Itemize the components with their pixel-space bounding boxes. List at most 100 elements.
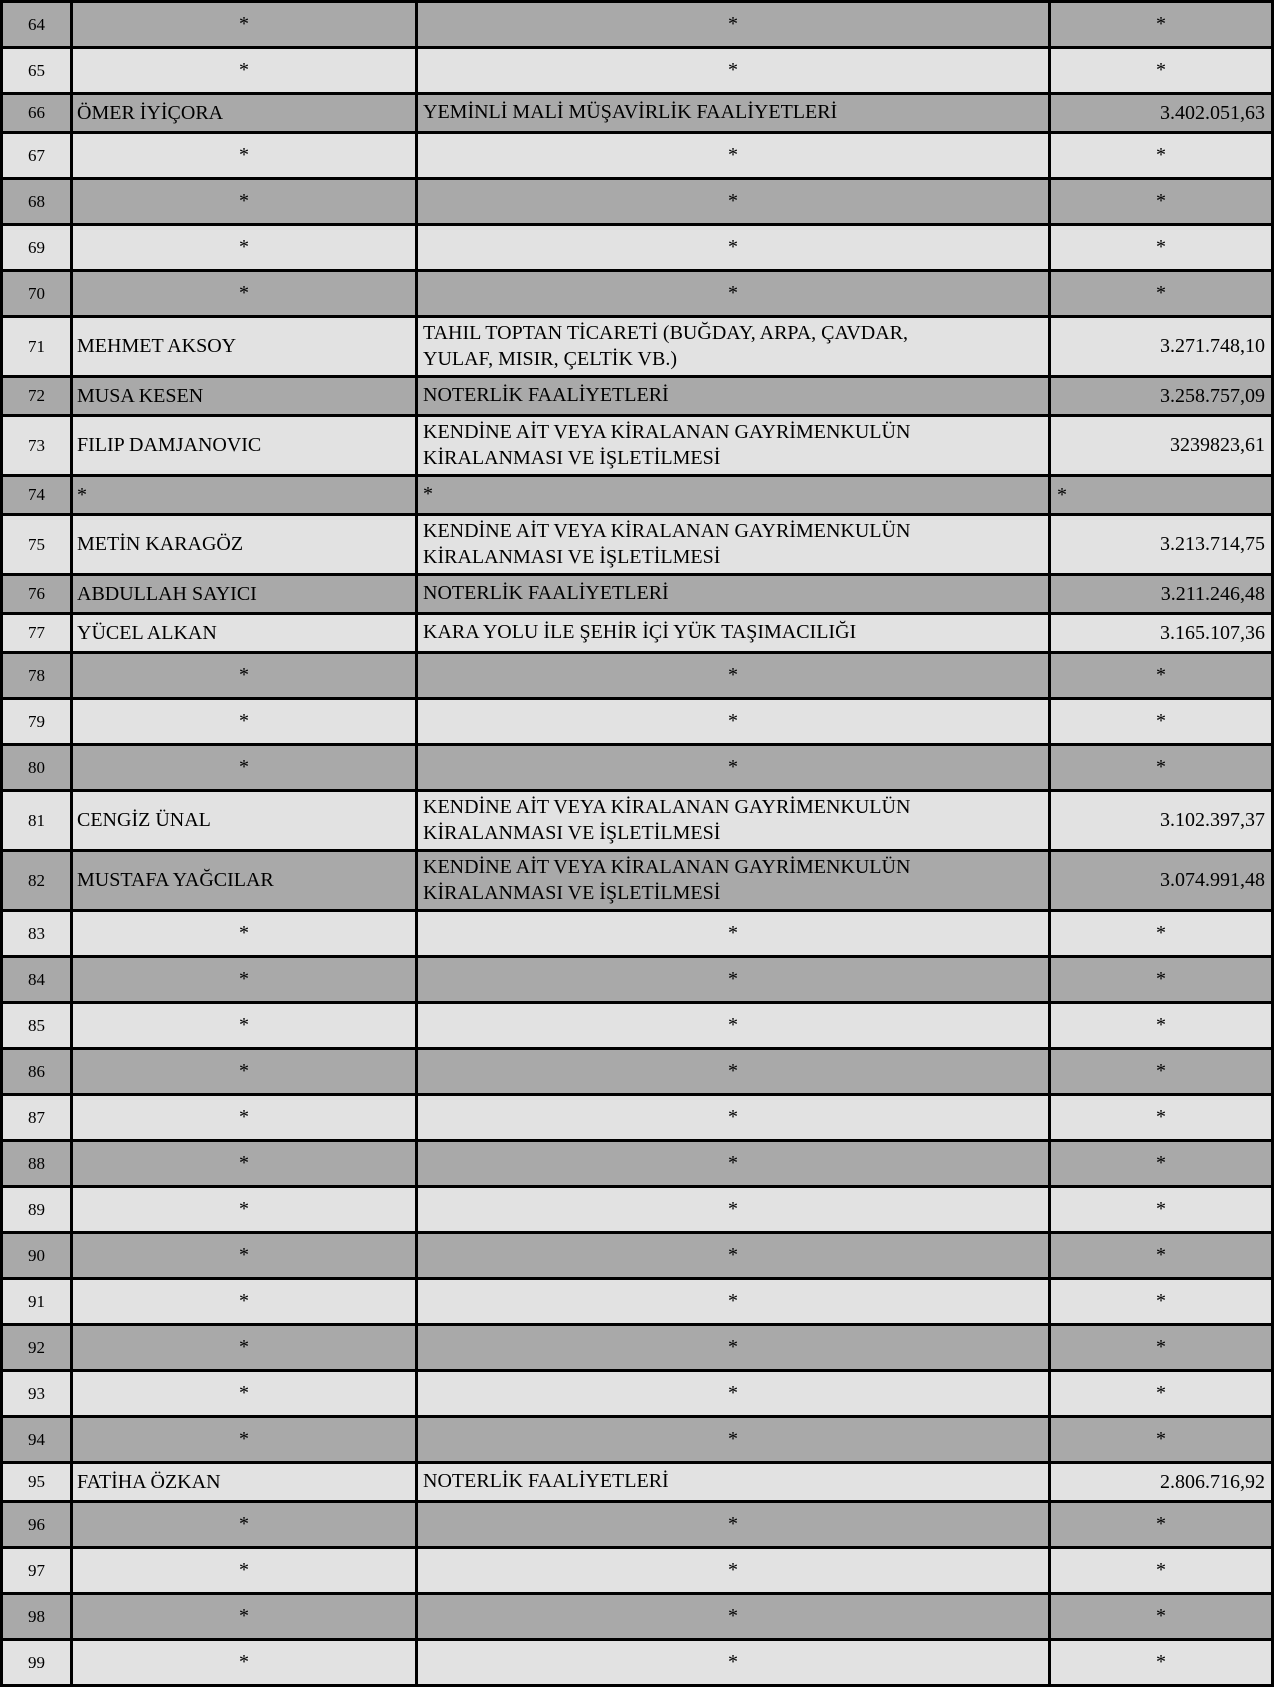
activity-cell: *: [418, 1188, 1051, 1231]
name-cell: *: [73, 1142, 418, 1185]
name-cell: YÜCEL ALKAN: [73, 615, 418, 651]
row-number-cell: 66: [3, 95, 73, 131]
row-number-cell: 86: [3, 1050, 73, 1093]
name-cell: MEHMET AKSOY: [73, 318, 418, 375]
amount-cell: 3.258.757,09: [1160, 384, 1265, 407]
row-number-cell: 72: [3, 378, 73, 414]
activity-cell: *: [418, 1418, 1051, 1461]
amount-cell: 3.213.714,75: [1160, 533, 1265, 555]
table-row: 84 * * *: [3, 958, 1271, 1004]
table-row: 85 * * *: [3, 1004, 1271, 1050]
row-number-cell: 85: [3, 1004, 73, 1047]
amount-cell: *: [1156, 1290, 1166, 1312]
row-number-cell: 84: [3, 958, 73, 1001]
activity-cell: NOTERLİK FAALİYETLERİ: [418, 576, 1051, 612]
table-row: 72 MUSA KESEN NOTERLİK FAALİYETLERİ 3.25…: [3, 378, 1271, 417]
name-cell: CENGİZ ÜNAL: [73, 792, 418, 849]
amount-cell: 3.402.051,63: [1160, 101, 1265, 124]
activity-cell: *: [418, 1372, 1051, 1415]
name-cell: *: [73, 746, 418, 789]
row-number-cell: 79: [3, 700, 73, 743]
amount-cell: *: [1156, 1382, 1166, 1404]
amount-cell: *: [1156, 1060, 1166, 1082]
activity-cell: *: [418, 1326, 1051, 1369]
table-row: 83 * * *: [3, 912, 1271, 958]
name-cell: *: [73, 1188, 418, 1231]
amount-cell: 3.074.991,48: [1160, 869, 1265, 891]
amount-cell: *: [1156, 1244, 1166, 1266]
row-number-cell: 69: [3, 226, 73, 269]
table-row: 77 YÜCEL ALKAN KARA YOLU İLE ŞEHİR İÇİ Y…: [3, 615, 1271, 654]
amount-cell: *: [1156, 1198, 1166, 1220]
table-row: 89 * * *: [3, 1188, 1271, 1234]
name-cell: *: [73, 1050, 418, 1093]
name-cell: FATİHA ÖZKAN: [73, 1464, 418, 1500]
activity-cell: KENDİNE AİT VEYA KİRALANAN GAYRİMENKULÜN…: [418, 852, 1051, 909]
name-cell: *: [73, 49, 418, 92]
name-cell: *: [73, 1549, 418, 1592]
activity-cell: *: [418, 272, 1051, 315]
activity-cell: *: [418, 746, 1051, 789]
amount-cell: *: [1156, 236, 1166, 258]
activity-cell: *: [418, 226, 1051, 269]
activity-cell: *: [418, 958, 1051, 1001]
name-cell: *: [73, 700, 418, 743]
amount-cell: *: [1156, 1106, 1166, 1128]
table-row: 82 MUSTAFA YAĞCILAR KENDİNE AİT VEYA KİR…: [3, 852, 1271, 912]
activity-cell: *: [418, 1234, 1051, 1277]
activity-cell: KENDİNE AİT VEYA KİRALANAN GAYRİMENKULÜN…: [418, 516, 1051, 573]
activity-cell: *: [418, 700, 1051, 743]
table-row: 76 ABDULLAH SAYICI NOTERLİK FAALİYETLERİ…: [3, 576, 1271, 615]
name-cell: *: [73, 1372, 418, 1415]
row-number-cell: 75: [3, 516, 73, 573]
name-cell: METİN KARAGÖZ: [73, 516, 418, 573]
row-number-cell: 73: [3, 417, 73, 474]
amount-cell: 3239823,61: [1170, 434, 1265, 456]
amount-cell: *: [1156, 710, 1166, 732]
table-row: 88 * * *: [3, 1142, 1271, 1188]
amount-cell: *: [1156, 922, 1166, 944]
activity-cell: *: [418, 654, 1051, 697]
row-number-cell: 70: [3, 272, 73, 315]
row-number-cell: 78: [3, 654, 73, 697]
table-row: 73 FILIP DAMJANOVIC KENDİNE AİT VEYA KİR…: [3, 417, 1271, 477]
activity-cell: *: [418, 1595, 1051, 1638]
activity-cell: NOTERLİK FAALİYETLERİ: [418, 378, 1051, 414]
name-cell: *: [73, 1234, 418, 1277]
table-row: 99 * * *: [3, 1641, 1271, 1687]
amount-cell: *: [1156, 1513, 1166, 1535]
activity-cell: *: [418, 912, 1051, 955]
table-row: 86 * * *: [3, 1050, 1271, 1096]
activity-cell: *: [418, 1004, 1051, 1047]
table-row: 69 * * *: [3, 226, 1271, 272]
row-number-cell: 89: [3, 1188, 73, 1231]
name-cell: *: [73, 1418, 418, 1461]
amount-cell: *: [1156, 59, 1166, 81]
table-row: 98 * * *: [3, 1595, 1271, 1641]
activity-cell: KENDİNE AİT VEYA KİRALANAN GAYRİMENKULÜN…: [418, 417, 1051, 474]
amount-cell: 3.165.107,36: [1160, 621, 1265, 644]
amount-cell: 3.102.397,37: [1160, 809, 1265, 831]
amount-cell: *: [1156, 144, 1166, 166]
row-number-cell: 93: [3, 1372, 73, 1415]
row-number-cell: 88: [3, 1142, 73, 1185]
name-cell: MUSA KESEN: [73, 378, 418, 414]
row-number-cell: 87: [3, 1096, 73, 1139]
amount-cell: *: [1156, 1605, 1166, 1627]
table-row: 68 * * *: [3, 180, 1271, 226]
amount-cell: *: [1156, 1336, 1166, 1358]
row-number-cell: 71: [3, 318, 73, 375]
table-row: 79 * * *: [3, 700, 1271, 746]
row-number-cell: 99: [3, 1641, 73, 1684]
name-cell: *: [73, 477, 418, 513]
name-cell: MUSTAFA YAĞCILAR: [73, 852, 418, 909]
name-cell: *: [73, 134, 418, 177]
table-row: 96 * * *: [3, 1503, 1271, 1549]
row-number-cell: 65: [3, 49, 73, 92]
activity-cell: *: [418, 1280, 1051, 1323]
activity-cell: *: [418, 1549, 1051, 1592]
amount-cell: *: [1156, 13, 1166, 35]
activity-cell: *: [418, 1641, 1051, 1684]
row-number-cell: 77: [3, 615, 73, 651]
